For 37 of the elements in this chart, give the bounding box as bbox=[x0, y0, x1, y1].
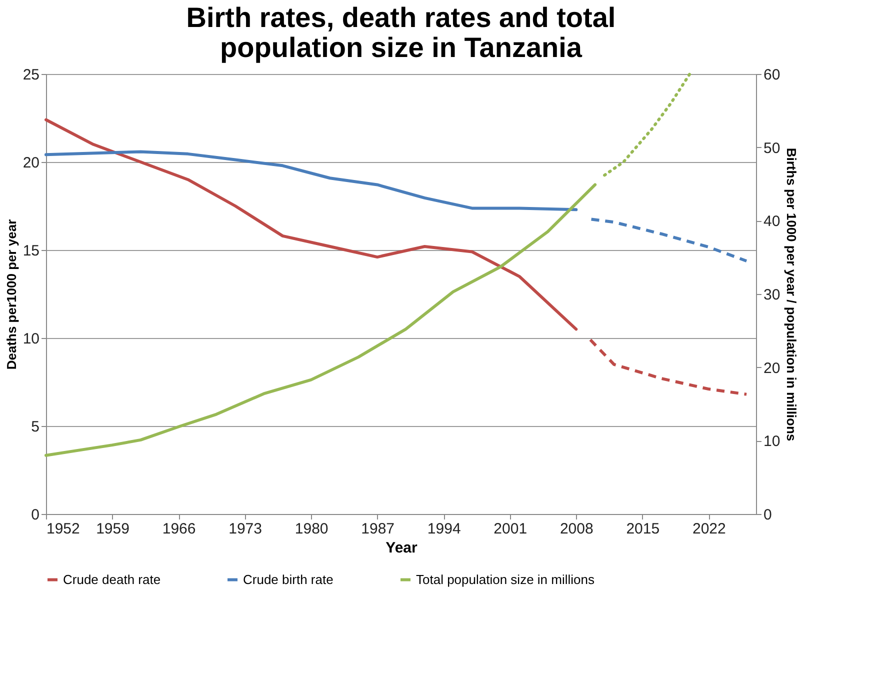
x-axis-title: Year bbox=[386, 540, 418, 556]
y2-axis-title: Births per 1000 per year / population in millions bbox=[784, 148, 800, 442]
line-series bbox=[44, 150, 578, 212]
y-tick-label: 5 bbox=[31, 418, 40, 436]
legend-label: Crude death rate bbox=[63, 572, 161, 587]
line-series bbox=[44, 118, 578, 331]
y-tick-label: 10 bbox=[22, 330, 40, 348]
x-tick-label: 1987 bbox=[361, 520, 395, 538]
legend-label: Total population size in millions bbox=[416, 572, 595, 587]
x-tick-label: 2015 bbox=[626, 520, 660, 538]
x-tick-label: 1966 bbox=[162, 520, 196, 538]
x-tick-label: 2001 bbox=[494, 520, 528, 538]
y2-tick-label: 30 bbox=[764, 286, 780, 304]
y-tick-label: 0 bbox=[31, 506, 40, 524]
line-series bbox=[603, 72, 692, 177]
x-tick-label: 1959 bbox=[96, 520, 130, 538]
legend-label: Crude birth rate bbox=[243, 572, 334, 587]
x-tick-label: 2022 bbox=[692, 520, 726, 538]
line-series bbox=[44, 183, 597, 457]
y2-tick-label: 60 bbox=[764, 66, 780, 84]
y-tick-label: 25 bbox=[22, 66, 40, 84]
x-tick-label: 1973 bbox=[228, 520, 262, 538]
y2-tick-label: 0 bbox=[764, 506, 772, 524]
line-series bbox=[588, 338, 748, 396]
y2-tick-label: 40 bbox=[764, 213, 780, 230]
y-axis-title: Deaths per1000 per year bbox=[4, 219, 19, 370]
y-tick-label: 20 bbox=[22, 154, 40, 172]
line-series bbox=[590, 218, 748, 262]
y2-tick-label: 20 bbox=[764, 360, 780, 377]
x-tick-label: 1994 bbox=[427, 520, 461, 538]
y2-tick-label: 50 bbox=[764, 140, 780, 157]
x-tick-label: 1980 bbox=[294, 520, 328, 538]
y-tick-label: 15 bbox=[22, 242, 40, 260]
chart-title: Birth rates, death rates and total population size in Tanzania bbox=[186, 2, 616, 63]
x-tick-label: 2008 bbox=[560, 520, 594, 538]
y2-tick-label: 10 bbox=[764, 433, 780, 450]
x-tick-label: 1952 bbox=[46, 520, 80, 538]
